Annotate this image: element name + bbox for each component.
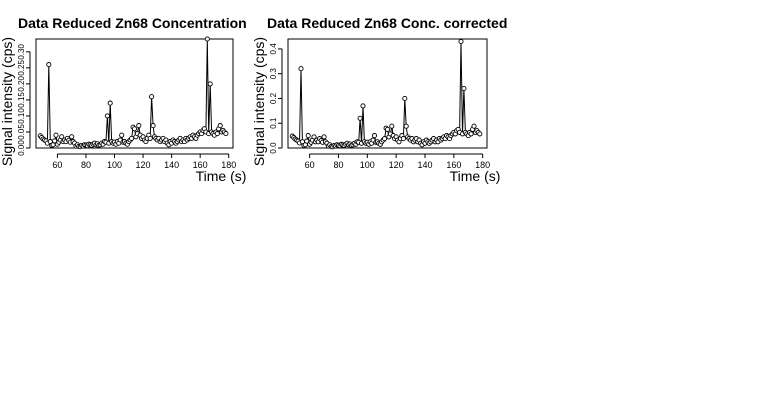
data-point [461,85,467,92]
y-tick-label: 0.0 [269,142,278,154]
x-tick-label: 100 [107,160,122,170]
x-tick-label: 80 [333,160,343,170]
x-tick-label: 60 [305,160,315,170]
data-point [384,126,391,132]
data-point [223,131,229,137]
data-point [402,95,408,102]
data-point [400,136,406,142]
data-point [147,135,153,141]
x-tick-label: 80 [81,160,91,170]
chart-2-title: Data Reduced Zn68 Conc. corrected [267,15,508,31]
data-point [321,134,327,140]
x-tick-label: 100 [360,160,375,170]
y-tick-label: 0.1 [269,117,278,129]
x-axis-title: Time (s) [196,168,247,184]
data-point [129,135,135,141]
data-point [371,133,378,139]
data-point [304,138,310,144]
y-tick-label: 0.00 [17,140,26,156]
data-point [311,134,317,140]
y-tick-label: 0.05 [17,124,26,140]
data-point [214,131,220,137]
x-axis-title: Time (s) [450,168,501,184]
data-point [389,123,395,129]
data-point [104,113,110,119]
y-tick-label: 0.4 [269,43,278,55]
data-point [59,134,65,140]
y-axis-title: Signal intensity (cps) [251,37,267,166]
y-tick-label: 0.25 [17,60,26,76]
y-axis-title: Signal intensity (cps) [0,37,15,166]
data-point [69,134,75,140]
plot-frame [35,38,234,149]
data-point [305,133,311,139]
chart-1-title: Data Reduced Zn68 Concentration [18,15,247,31]
data-point [357,115,363,121]
data-point [204,36,210,42]
x-tick-label: 180 [475,160,490,170]
data-point [468,131,474,137]
y-tick-label: 0.3 [269,68,278,80]
data-point [136,123,142,129]
y-tick-label: 0.20 [17,76,26,92]
x-tick-label: 120 [389,160,404,170]
x-tick-label: 160 [193,160,208,170]
data-point [217,123,223,129]
y-tick-label: 0.30 [17,43,26,59]
data-point [46,62,52,68]
data-point [298,66,304,72]
data-point [477,131,483,137]
data-point [471,123,477,129]
data-point [149,94,155,100]
x-tick-label: 180 [221,160,236,170]
data-point [119,132,125,138]
x-tick-label: 140 [164,160,179,170]
x-tick-label: 60 [52,160,62,170]
x-tick-label: 120 [136,160,151,170]
x-tick-label: 140 [417,160,432,170]
data-point [382,136,388,142]
data-point [53,132,59,138]
plot-frame [287,38,488,149]
data-point [360,103,366,109]
data-point [458,38,464,45]
data-point [131,126,138,132]
chart-2: 60 80 100 120 140 160 180 0.0 0.1 0.2 0.3 0.4 Time (… [251,37,500,184]
y-tick-label: 0.10 [17,108,26,124]
x-tick-label: 160 [446,160,461,170]
y-tick-label: 0.15 [17,92,26,108]
y-tick-label: 0.2 [269,92,278,104]
data-point [150,123,156,129]
data-point [207,81,213,87]
data-point [403,123,409,129]
data-point [107,100,113,106]
chart-1: 60 80 100 120 140 160 1800.000.050.100.150.200… [0,36,247,184]
